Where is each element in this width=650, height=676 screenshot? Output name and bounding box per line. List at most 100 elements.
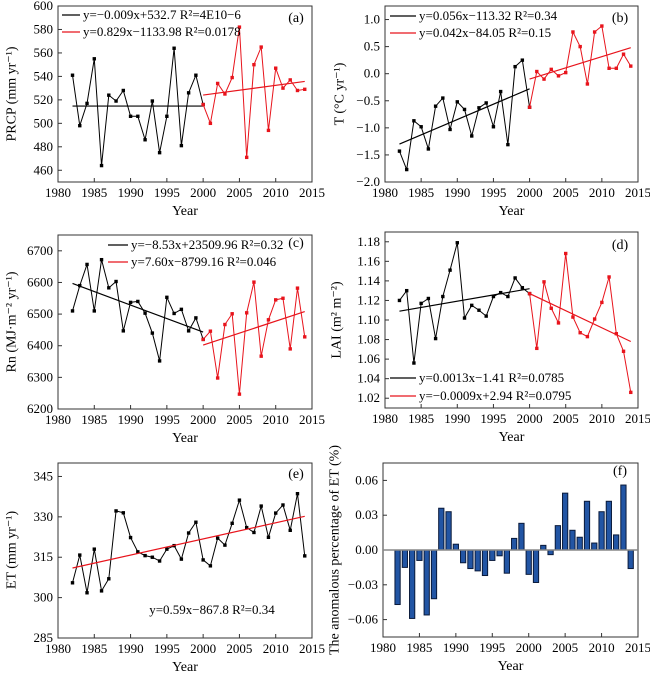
bar-2007 [576,536,583,551]
data-point-2007 [578,331,582,335]
data-point-2010 [274,298,278,302]
data-point-2012 [288,347,292,351]
bar-2004 [554,525,561,551]
data-point-1995 [165,547,169,551]
bar-1987 [430,549,438,600]
panel-label: (c) [288,236,304,251]
legend-label: y=0.042x−84.05 R²=0.15 [419,25,551,40]
y-axis-label: ET (mm yr⁻¹) [5,511,20,590]
data-point-2009 [266,128,271,133]
panel-label: (e) [288,467,304,482]
x-tick-label: 1985 [408,185,434,200]
data-point-1984 [85,101,89,106]
data-point-1995 [491,125,496,129]
y-axis-label: PRCP (mm yr⁻¹) [5,46,20,141]
x-tick-label: 2000 [516,640,542,655]
x-tick-label: 1995 [480,185,506,200]
y-tick-label: 1.06 [357,351,380,366]
data-point-1991 [136,550,140,554]
bar-1994 [481,549,489,577]
data-point-2008 [585,82,590,86]
legend-label: y=−8.53x+23509.96 R²=0.32 [131,237,283,252]
bar-2001 [532,549,540,583]
data-point-2001 [535,69,539,74]
data-point-1989 [448,127,452,132]
y-tick-label: 345 [34,468,54,483]
data-point-1996 [172,311,176,316]
panel-c: 1980 1985 1990 1995 2000 2005 2010 2015 6200 6300… [5,234,325,446]
data-point-2007 [252,280,256,284]
x-tick-label: 1995 [480,411,506,426]
data-point-1984 [85,262,89,267]
bar-1995 [489,549,496,561]
y-axis-label: T (°C yr⁻¹) [333,62,348,125]
data-point-1997 [506,294,510,299]
data-point-2007 [252,530,256,535]
y-tick-label: 6400 [27,338,53,353]
trend-line-1 [203,80,305,96]
x-tick-label: 1985 [81,412,107,427]
data-point-1997 [179,143,184,148]
series-line-0 [72,48,204,166]
x-tick-label: 2005 [552,640,578,655]
data-point-2004 [556,321,561,325]
x-tick-label: 2015 [299,641,325,656]
y-tick-label: −0.5 [356,93,380,108]
data-point-1994 [484,314,488,318]
data-point-2001 [208,121,213,126]
x-tick-label: 2015 [625,411,650,426]
data-point-2009 [266,535,271,540]
bar-1985 [416,549,423,561]
data-point-1996 [498,89,503,94]
data-point-2001 [535,346,539,351]
data-point-2000 [527,291,532,296]
data-point-2005 [237,498,242,502]
data-point-1991 [136,299,140,304]
data-point-1997 [506,142,510,147]
bar-1988 [438,507,445,551]
x-tick-label: 1995 [154,412,180,427]
panel-d: 1980 1985 1990 1995 2000 2005 2010 2015 1.02 1.04… [330,231,650,445]
data-point-2003 [223,322,227,327]
data-point-1997 [179,307,184,312]
legend-label: y=−0.009x+532.7 R²=4E10−6 [83,7,241,22]
data-point-1987 [433,104,438,108]
y-tick-label: −1.0 [356,120,380,135]
data-point-2007 [578,44,582,49]
y-tick-label: 1.18 [357,234,380,249]
data-point-1993 [477,308,481,312]
x-axis-label: Year [172,660,198,675]
x-tick-label: 2000 [517,411,543,426]
data-point-2003 [549,306,553,310]
data-point-1991 [462,316,467,320]
bar-2011 [605,500,612,551]
data-point-1988 [114,279,118,284]
data-point-2013 [295,491,300,496]
data-point-1987 [433,336,438,341]
data-point-1992 [470,303,474,308]
data-point-2001 [208,564,213,568]
x-tick-label: 2005 [553,411,579,426]
x-tick-label: 1990 [118,185,144,200]
trend-line-1 [202,310,305,346]
data-point-1989 [121,511,126,515]
bar-2010 [598,511,605,551]
x-tick-label: 2005 [226,641,252,656]
y-tick-label: 500 [34,115,54,130]
trend-line-1 [529,293,632,343]
x-axis-label: Year [172,431,198,446]
data-point-2012 [614,66,619,70]
y-tick-label: 560 [34,45,54,60]
data-point-2004 [230,75,234,80]
data-point-2006 [571,30,575,34]
data-point-1988 [441,294,445,299]
series-line-0 [398,59,531,172]
y-tick-label: 580 [34,21,54,36]
data-point-1993 [150,99,155,103]
data-point-1982 [397,149,402,153]
panel-label: (b) [612,11,629,26]
bar-1986 [423,549,430,616]
data-point-1987 [107,93,111,97]
x-tick-label: 1995 [154,185,180,200]
data-point-2002 [215,536,220,540]
